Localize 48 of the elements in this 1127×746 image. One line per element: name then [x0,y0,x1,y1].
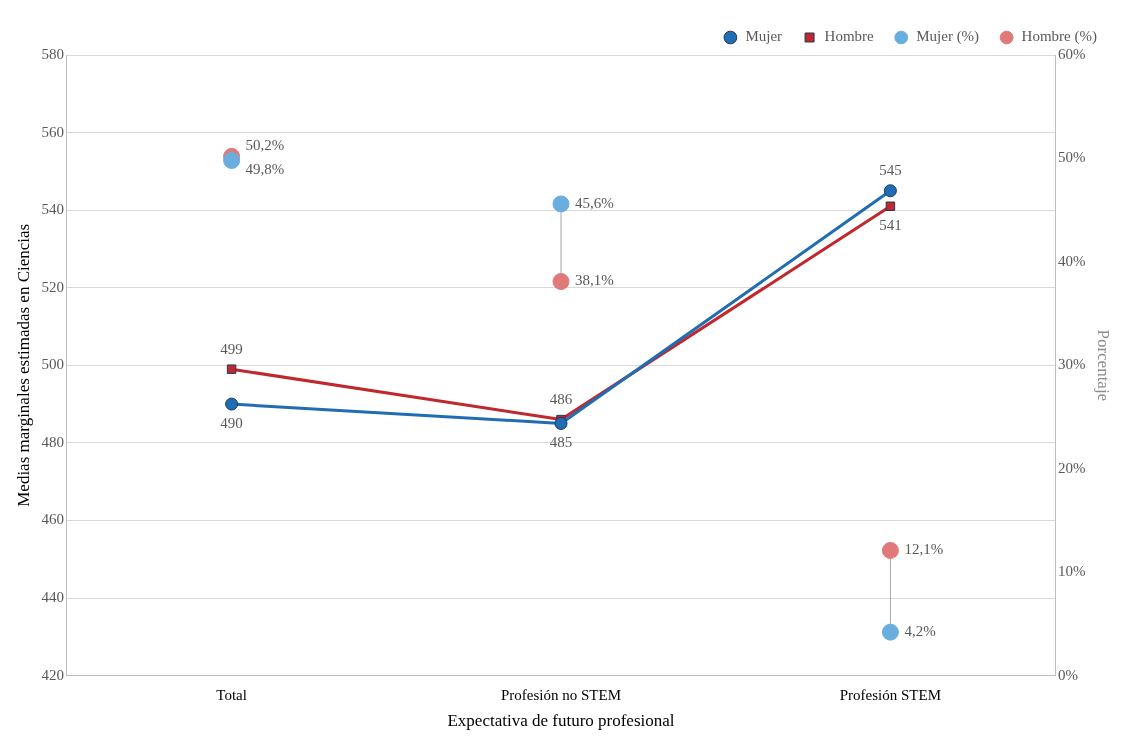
point [554,416,568,430]
data-label: 486 [549,391,573,408]
legend-label: Hombre (%) [1021,28,1097,46]
y2-tick-label: 60% [1058,45,1086,62]
point [881,541,899,559]
data-label: 545 [879,162,902,179]
point [881,623,899,641]
y-tick-label: 460 [41,511,64,528]
y-tick-label: 540 [41,201,64,218]
y2-tick-label: 30% [1058,356,1086,373]
x-tick-label: Profesión STEM [839,686,942,703]
data-label: 541 [879,216,902,233]
point [885,201,896,212]
data-label: 49,8% [245,161,285,178]
data-label: 485 [549,433,573,450]
y-tick-label: 420 [41,666,64,683]
data-label: 499 [220,340,243,357]
y2-tick-label: 0% [1058,666,1079,683]
y2-tick-label: 10% [1058,563,1086,580]
point [223,152,241,169]
point [883,184,897,198]
legend-label: Mujer (%) [916,28,980,46]
y-tick-label: 580 [41,45,64,62]
y-axis-title: Medias marginales estimadas en Ciencias [13,223,33,507]
y-tick-label: 440 [41,588,64,605]
point [552,273,570,291]
y2-tick-label: 50% [1058,149,1086,166]
data-label: 50,2% [245,137,285,154]
y-tick-label: 520 [41,278,64,295]
point [225,397,239,411]
data-label: 12,1% [904,541,944,558]
point [552,195,570,213]
data-label: 38,1% [575,272,614,289]
x-tick-label: Profesión no STEM [501,686,621,703]
x-tick-label: Total [216,686,247,703]
y-tick-label: 500 [41,356,64,373]
x-axis-title: Expectativa de futuro profesional [447,711,675,731]
legend-label: Mujer [745,28,783,45]
y2-tick-label: 20% [1058,459,1086,476]
y-tick-label: 560 [41,123,64,140]
y-tick-label: 480 [41,433,64,450]
point [226,364,237,374]
data-label: 490 [220,414,243,431]
y2-axis-title: Porcentaje [1094,329,1114,402]
data-label: 45,6% [575,194,614,211]
y2-tick-label: 40% [1058,252,1086,269]
data-label: 4,2% [904,623,936,640]
legend-label: Hombre [824,28,875,45]
